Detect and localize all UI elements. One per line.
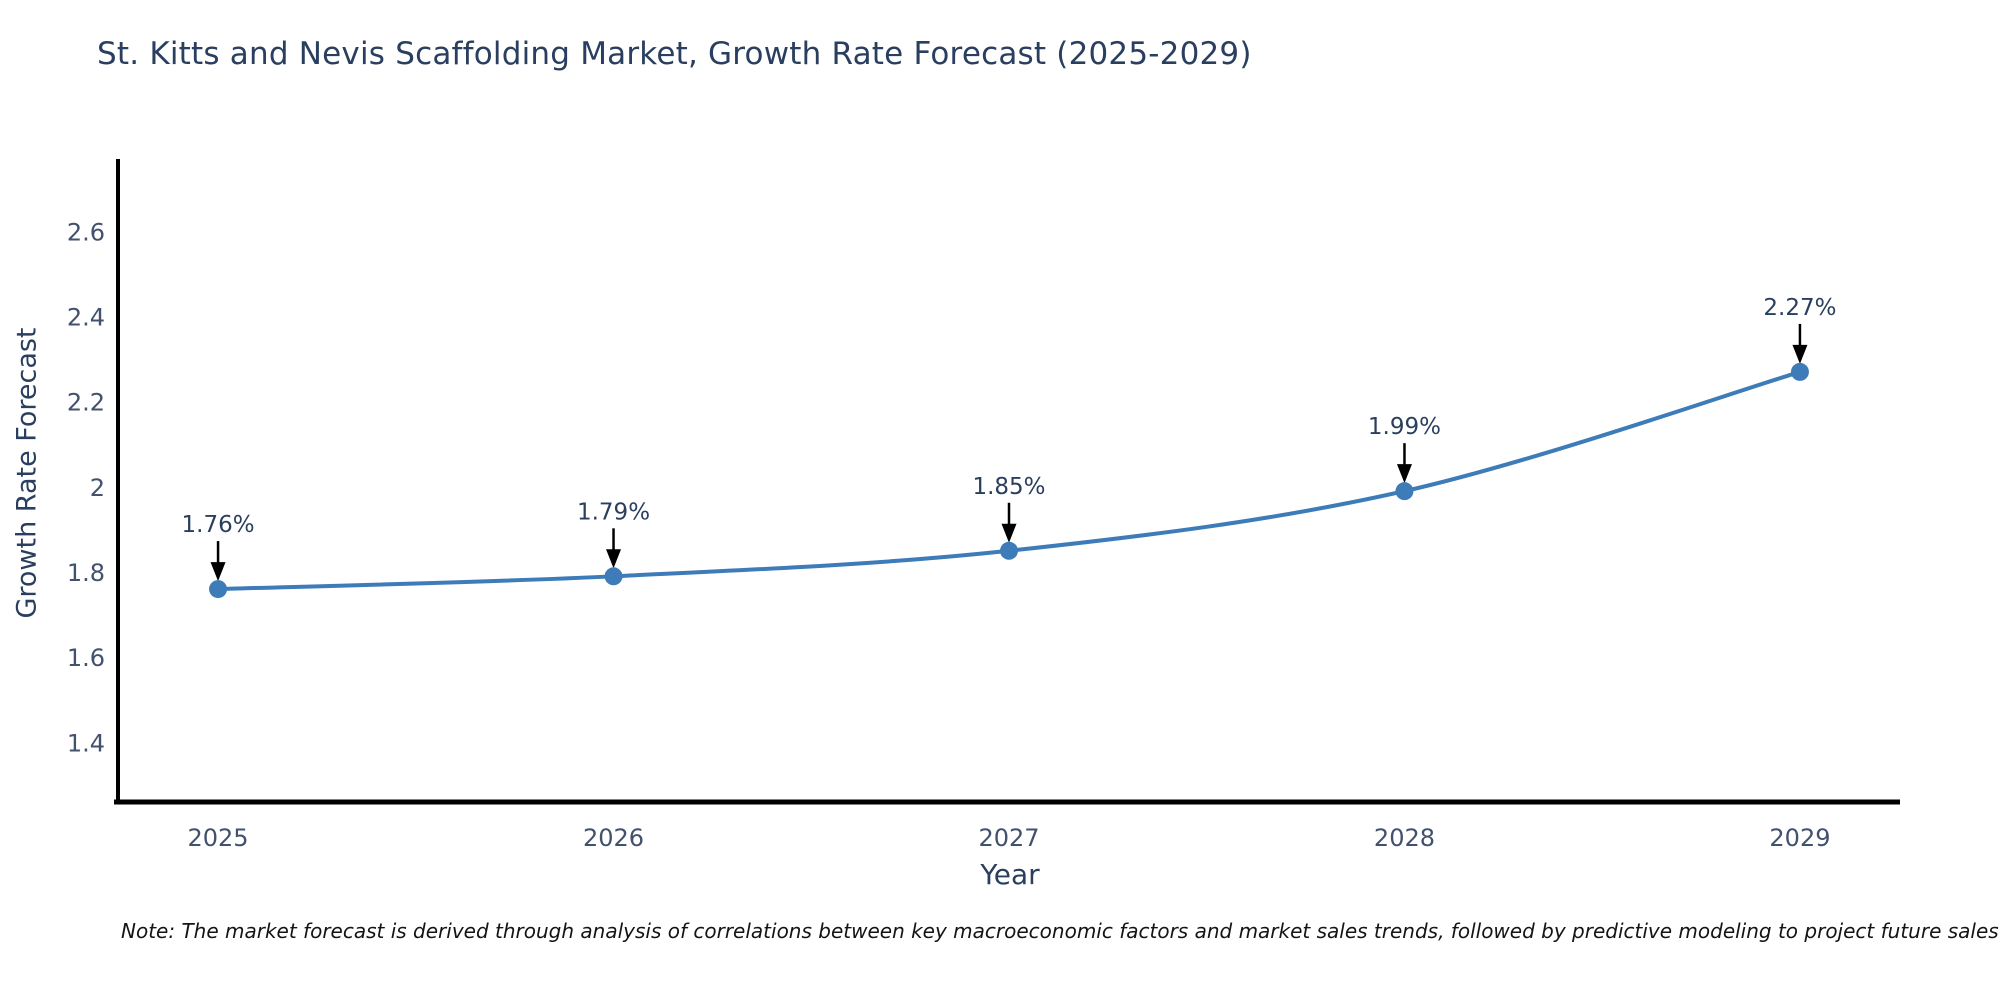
data-point-marker-2029[interactable] [1790,362,1809,381]
y-tick-label: 2.6 [67,218,105,246]
y-tick-label: 1.8 [67,559,105,587]
chart-title: St. Kitts and Nevis Scaffolding Market, … [97,36,1252,72]
footnote: Note: The market forecast is derived thr… [121,919,1999,943]
y-axis-title: Growth Rate Forecast [11,327,43,619]
data-point-marker-2028[interactable] [1395,482,1414,501]
data-point-marker-2025[interactable] [209,580,228,599]
x-tick-label: 2026 [583,824,644,852]
x-tick-label: 2025 [188,824,249,852]
point-annotation-label: 1.79% [577,499,650,525]
annotation-arrowhead [210,562,226,582]
annotation-arrowhead [1792,344,1808,364]
y-tick-label: 2 [90,474,105,502]
x-tick-label: 2028 [1374,824,1435,852]
y-tick-label: 1.4 [67,729,105,757]
data-point-marker-2026[interactable] [604,567,623,586]
data-point-marker-2027[interactable] [1000,541,1018,560]
point-annotation-label: 2.27% [1763,295,1836,321]
annotation-arrowhead [1396,464,1412,484]
point-annotation-label: 1.85% [972,474,1045,500]
x-tick-label: 2029 [1769,824,1830,852]
annotation-arrowhead [1001,523,1017,543]
x-axis-title: Year [980,858,1040,891]
y-tick-label: 2.2 [67,389,105,417]
point-annotation-label: 1.76% [182,512,255,538]
annotation-arrowhead [606,549,622,569]
point-annotation-label: 1.99% [1368,414,1441,440]
x-tick-label: 2027 [978,824,1039,852]
y-tick-label: 2.4 [67,304,105,332]
y-tick-label: 1.6 [67,644,105,672]
